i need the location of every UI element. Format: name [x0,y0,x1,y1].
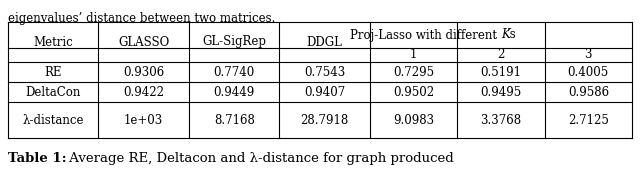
Text: 0.9449: 0.9449 [214,85,255,98]
Text: 0.5191: 0.5191 [481,66,522,79]
Text: DeltaCon: DeltaCon [26,85,81,98]
Text: K: K [501,28,509,41]
Text: GLASSO: GLASSO [118,35,170,49]
Text: eigenvalues’ distance between two matrices.: eigenvalues’ distance between two matric… [8,12,275,25]
Text: 0.9495: 0.9495 [481,85,522,98]
Text: 3: 3 [584,49,592,62]
Text: 0.9422: 0.9422 [124,85,164,98]
Text: 0.7543: 0.7543 [304,66,346,79]
Text: 1: 1 [410,49,417,62]
Text: 0.7295: 0.7295 [393,66,434,79]
Text: 2.7125: 2.7125 [568,113,609,127]
Text: 0.4005: 0.4005 [568,66,609,79]
Text: 0.9306: 0.9306 [123,66,164,79]
Text: 0.7740: 0.7740 [214,66,255,79]
Text: 0.9502: 0.9502 [393,85,434,98]
Text: GL-SigRep: GL-SigRep [202,35,266,49]
Text: 1e+03: 1e+03 [124,113,163,127]
Text: 2: 2 [497,49,505,62]
Text: Proj-Lasso with different: Proj-Lasso with different [350,28,501,41]
Text: 0.9407: 0.9407 [304,85,346,98]
Text: 0.9586: 0.9586 [568,85,609,98]
Text: 9.0983: 9.0983 [393,113,434,127]
Text: 28.7918: 28.7918 [301,113,349,127]
Text: λ-distance: λ-distance [22,113,84,127]
Text: 3.3768: 3.3768 [481,113,522,127]
Text: Metric: Metric [33,35,73,49]
Text: DDGL: DDGL [307,35,342,49]
Text: 8.7168: 8.7168 [214,113,255,127]
Text: Average RE, Deltacon and λ-distance for graph produced: Average RE, Deltacon and λ-distance for … [65,152,454,165]
Text: RE: RE [45,66,62,79]
Text: Table 1:: Table 1: [8,152,67,165]
Text: ’s: ’s [506,28,516,41]
